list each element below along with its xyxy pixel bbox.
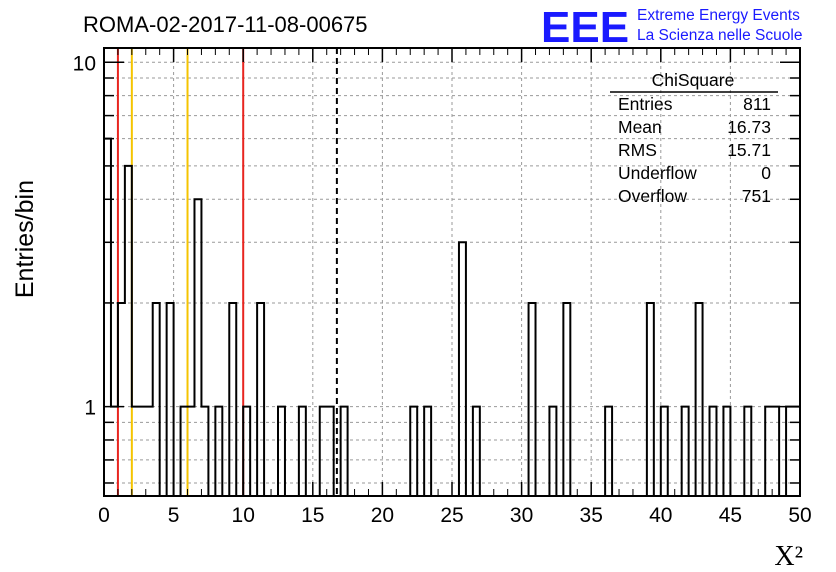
stats-label: Underflow <box>618 163 697 183</box>
eee-logo: EEE Extreme Energy Events La Scienza nel… <box>541 3 802 52</box>
brand-line-1: Extreme Energy Events <box>637 7 800 24</box>
stats-label: Overflow <box>618 186 687 206</box>
x-tick-label: 0 <box>98 504 110 527</box>
x-tick-label: 30 <box>510 504 533 527</box>
x-tick-label: 50 <box>788 504 811 527</box>
x-tick-label: 45 <box>719 504 742 527</box>
y-tick-label: 10 <box>73 52 96 75</box>
stats-box: ChiSquare Entries 811 Mean 16.73 RMS 15.71 Und… <box>610 70 778 206</box>
x-tick-label: 25 <box>440 504 463 527</box>
chart-title: ROMA-02-2017-11-08-00675 <box>83 12 368 37</box>
x-tick-label: 15 <box>301 504 324 527</box>
brand-line-2: La Scienza nelle Scuole <box>637 27 802 44</box>
grid <box>104 48 800 496</box>
y-tick-label: 1 <box>84 397 96 420</box>
x-tick-label: 20 <box>371 504 394 527</box>
axis-ticks <box>103 48 801 496</box>
x-axis-label: X² <box>774 541 803 572</box>
x-tick-label: 35 <box>580 504 603 527</box>
stats-label: Mean <box>618 117 662 137</box>
x-tick-label: 10 <box>232 504 255 527</box>
y-axis-label: Entries/bin <box>11 180 39 298</box>
x-tick-label: 40 <box>649 504 672 527</box>
stats-value: 16.73 <box>727 117 771 137</box>
stats-label: Entries <box>618 94 673 114</box>
stats-title: ChiSquare <box>652 70 735 90</box>
stats-value: 0 <box>761 163 771 183</box>
stats-value: 751 <box>742 186 771 206</box>
stats-rows: Entries 811 Mean 16.73 RMS 15.71 Underflow 0 Ove… <box>618 94 771 206</box>
stats-label: RMS <box>618 140 657 160</box>
eee-logo-text: EEE <box>541 3 629 52</box>
x-tick-label: 5 <box>168 504 180 527</box>
stats-value: 15.71 <box>727 140 771 160</box>
stats-value: 811 <box>743 94 771 114</box>
tick-labels: 0 5 10 15 20 25 30 35 40 45 50 1 10 <box>73 52 812 527</box>
